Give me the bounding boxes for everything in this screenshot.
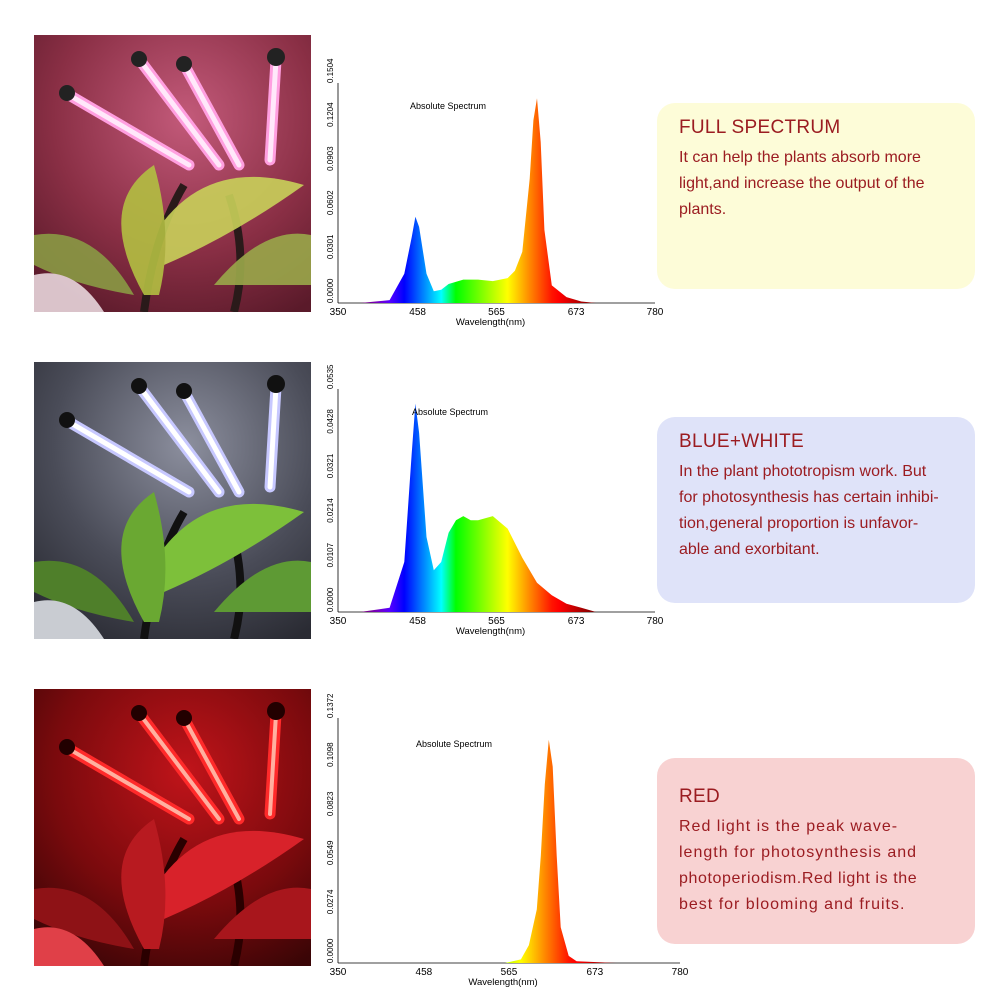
y-tick-label: 0.0321 [326, 453, 335, 478]
lamp-illustration-red [34, 689, 311, 966]
card-body: In the plant phototropism work. But for … [679, 459, 953, 563]
y-tick-label: 0.0823 [326, 791, 335, 816]
chart-title: Absolute Spectrum [410, 101, 486, 111]
lamp-photo-red [34, 689, 311, 966]
y-tick-label: 0.0549 [326, 840, 335, 865]
card-title: BLUE+WHITE [679, 431, 804, 452]
x-tick-label: 780 [647, 616, 664, 627]
y-tick-label: 0.0000 [326, 938, 335, 963]
spectrum-area [361, 739, 617, 963]
card-line: best for blooming and fruits. [679, 896, 906, 913]
x-axis-label: Wavelength(nm) [456, 626, 525, 637]
y-tick-label: 0.1098 [326, 742, 335, 767]
y-tick-label: 0.0535 [326, 364, 335, 389]
card-line: It can help the plants absorb more [679, 149, 921, 166]
chart-title: Absolute Spectrum [416, 739, 492, 749]
x-tick-label: 458 [416, 967, 433, 978]
info-card-red: RED Red light is the peak wave- length f… [657, 758, 975, 944]
card-line: able and exorbitant. [679, 541, 820, 558]
spectrum-chart-blue-white: 350 458 565 673 780 0.0000 0.0107 0.0214 0.0321 0… [322, 364, 667, 639]
x-tick-label: 565 [488, 616, 505, 627]
spectrum-area [360, 403, 596, 612]
y-tick-label: 0.0602 [326, 190, 335, 215]
spectrum-area [360, 98, 596, 303]
y-tick-label: 0.0301 [326, 234, 335, 259]
spectrum-svg-full: 350 458 565 673 780 0.0000 0.0301 0.0602 0.0903 0… [326, 58, 664, 328]
y-tick-label: 0.1372 [326, 693, 335, 718]
lamp-photo-blue-white [34, 362, 311, 639]
card-title: RED [679, 786, 721, 807]
x-tick-label: 565 [488, 307, 505, 318]
card-line: tion,general proportion is unfavor- [679, 515, 919, 532]
x-tick-label: 673 [568, 307, 585, 318]
x-tick-label: 458 [409, 307, 426, 318]
spectrum-chart-full: 350 458 565 673 780 0.0000 0.0301 0.0602 0.0903 0… [322, 58, 667, 333]
spectrum-svg-blue-white: 350 458 565 673 780 0.0000 0.0107 0.0214 0.0321 0… [326, 364, 664, 637]
x-tick-label: 673 [587, 967, 604, 978]
card-line: Red light is the peak wave- [679, 818, 899, 835]
y-tick-label: 0.0428 [326, 409, 335, 434]
chart-title: Absolute Spectrum [412, 407, 488, 417]
card-title: FULL SPECTRUM [679, 117, 841, 138]
card-line: In the plant phototropism work. But [679, 463, 927, 480]
y-tick-label: 0.1204 [326, 102, 335, 127]
card-body: It can help the plants absorb more light… [679, 145, 953, 223]
x-axis-label: Wavelength(nm) [456, 317, 525, 328]
y-tick-label: 0.0000 [326, 587, 335, 612]
lamp-illustration-full-spectrum [34, 35, 311, 312]
x-tick-label: 780 [647, 307, 664, 318]
card-line: light,and increase the output of the [679, 175, 925, 192]
x-tick-label: 350 [330, 616, 347, 627]
y-tick-label: 0.0000 [326, 278, 335, 303]
card-line: for photosynthesis has certain inhibi- [679, 489, 939, 506]
info-card-blue-white: BLUE+WHITE In the plant phototropism wor… [657, 417, 975, 603]
y-tick-label: 0.0903 [326, 146, 335, 171]
x-tick-label: 780 [672, 967, 689, 978]
x-axis-label: Wavelength(nm) [468, 977, 537, 988]
card-line: plants. [679, 201, 727, 218]
card-line: photoperiodism.Red light is the [679, 870, 918, 887]
x-tick-label: 350 [330, 307, 347, 318]
card-body: Red light is the peak wave- length for p… [679, 814, 953, 918]
x-tick-label: 673 [568, 616, 585, 627]
y-tick-label: 0.0214 [326, 498, 335, 523]
y-tick-label: 0.0107 [326, 542, 335, 567]
y-tick-label: 0.1504 [326, 58, 335, 83]
card-line: length for photosynthesis and [679, 844, 918, 861]
info-card-full-spectrum: FULL SPECTRUM It can help the plants abs… [657, 103, 975, 289]
spectrum-svg-red: 350 458 565 673 780 0.0000 0.0274 0.0549 0.0823 0… [326, 693, 689, 988]
x-tick-label: 565 [501, 967, 518, 978]
lamp-photo-full-spectrum [34, 35, 311, 312]
y-tick-label: 0.0274 [326, 889, 335, 914]
x-tick-label: 458 [409, 616, 426, 627]
x-tick-label: 350 [330, 967, 347, 978]
spectrum-chart-red: 350 458 565 673 780 0.0000 0.0274 0.0549 0.0823 0… [322, 693, 697, 991]
lamp-illustration-blue-white [34, 362, 311, 639]
